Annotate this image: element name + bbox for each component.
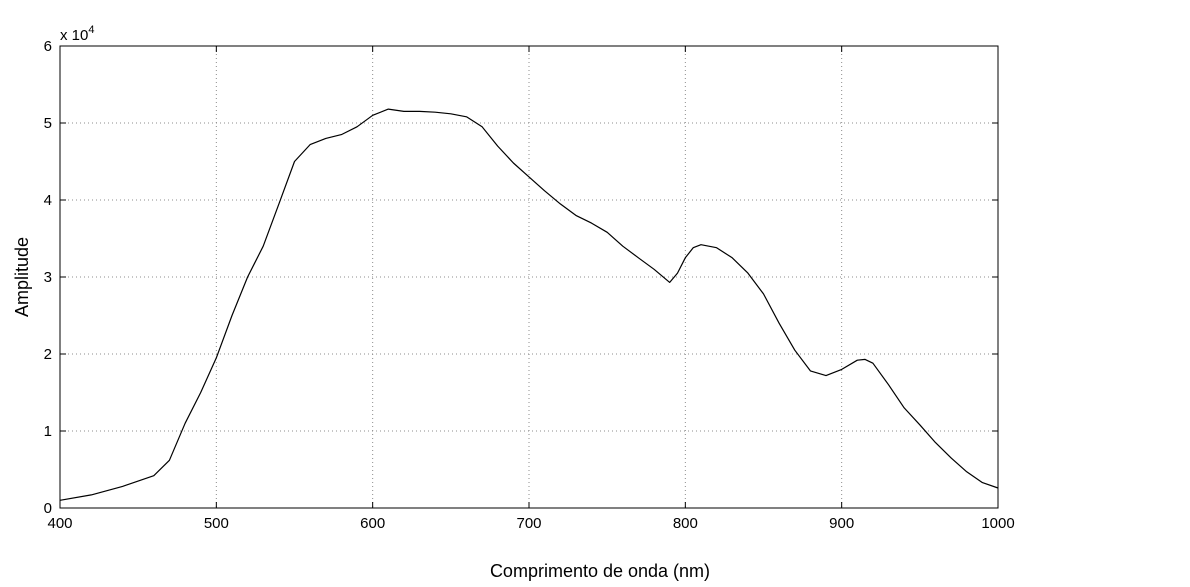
y-tick-label: 6 (44, 38, 52, 55)
x-tick-label: 700 (516, 515, 541, 532)
y-tick-label: 4 (44, 192, 52, 209)
x-tick-label: 500 (204, 515, 229, 532)
y-multiplier-label: x 104 (60, 24, 94, 44)
y-multiplier-base: x 10 (60, 27, 88, 44)
y-tick-label: 1 (44, 423, 52, 440)
x-tick-label: 600 (360, 515, 385, 532)
series-group (59, 108, 999, 501)
y-tick-label: 3 (44, 269, 52, 286)
x-tick-label: 900 (829, 515, 854, 532)
y-axis-label: Amplitude (12, 237, 32, 317)
y-tick-label: 5 (44, 115, 52, 132)
x-tick-label: 400 (47, 515, 72, 532)
y-multiplier-exponent: 4 (88, 24, 94, 36)
x-axis-label: Comprimento de onda (nm) (490, 561, 710, 581)
y-tick-label: 0 (44, 500, 52, 517)
grid-lines (60, 46, 998, 508)
y-tick-labels: 0 1 2 3 4 5 6 (44, 38, 52, 517)
y-tick-label: 2 (44, 346, 52, 363)
x-tick-label: 1000 (981, 515, 1014, 532)
x-tick-labels: 400 500 600 700 800 900 1000 (47, 515, 1014, 532)
series-line (59, 108, 999, 501)
plot-frame (59, 45, 999, 509)
x-tick-label: 800 (673, 515, 698, 532)
